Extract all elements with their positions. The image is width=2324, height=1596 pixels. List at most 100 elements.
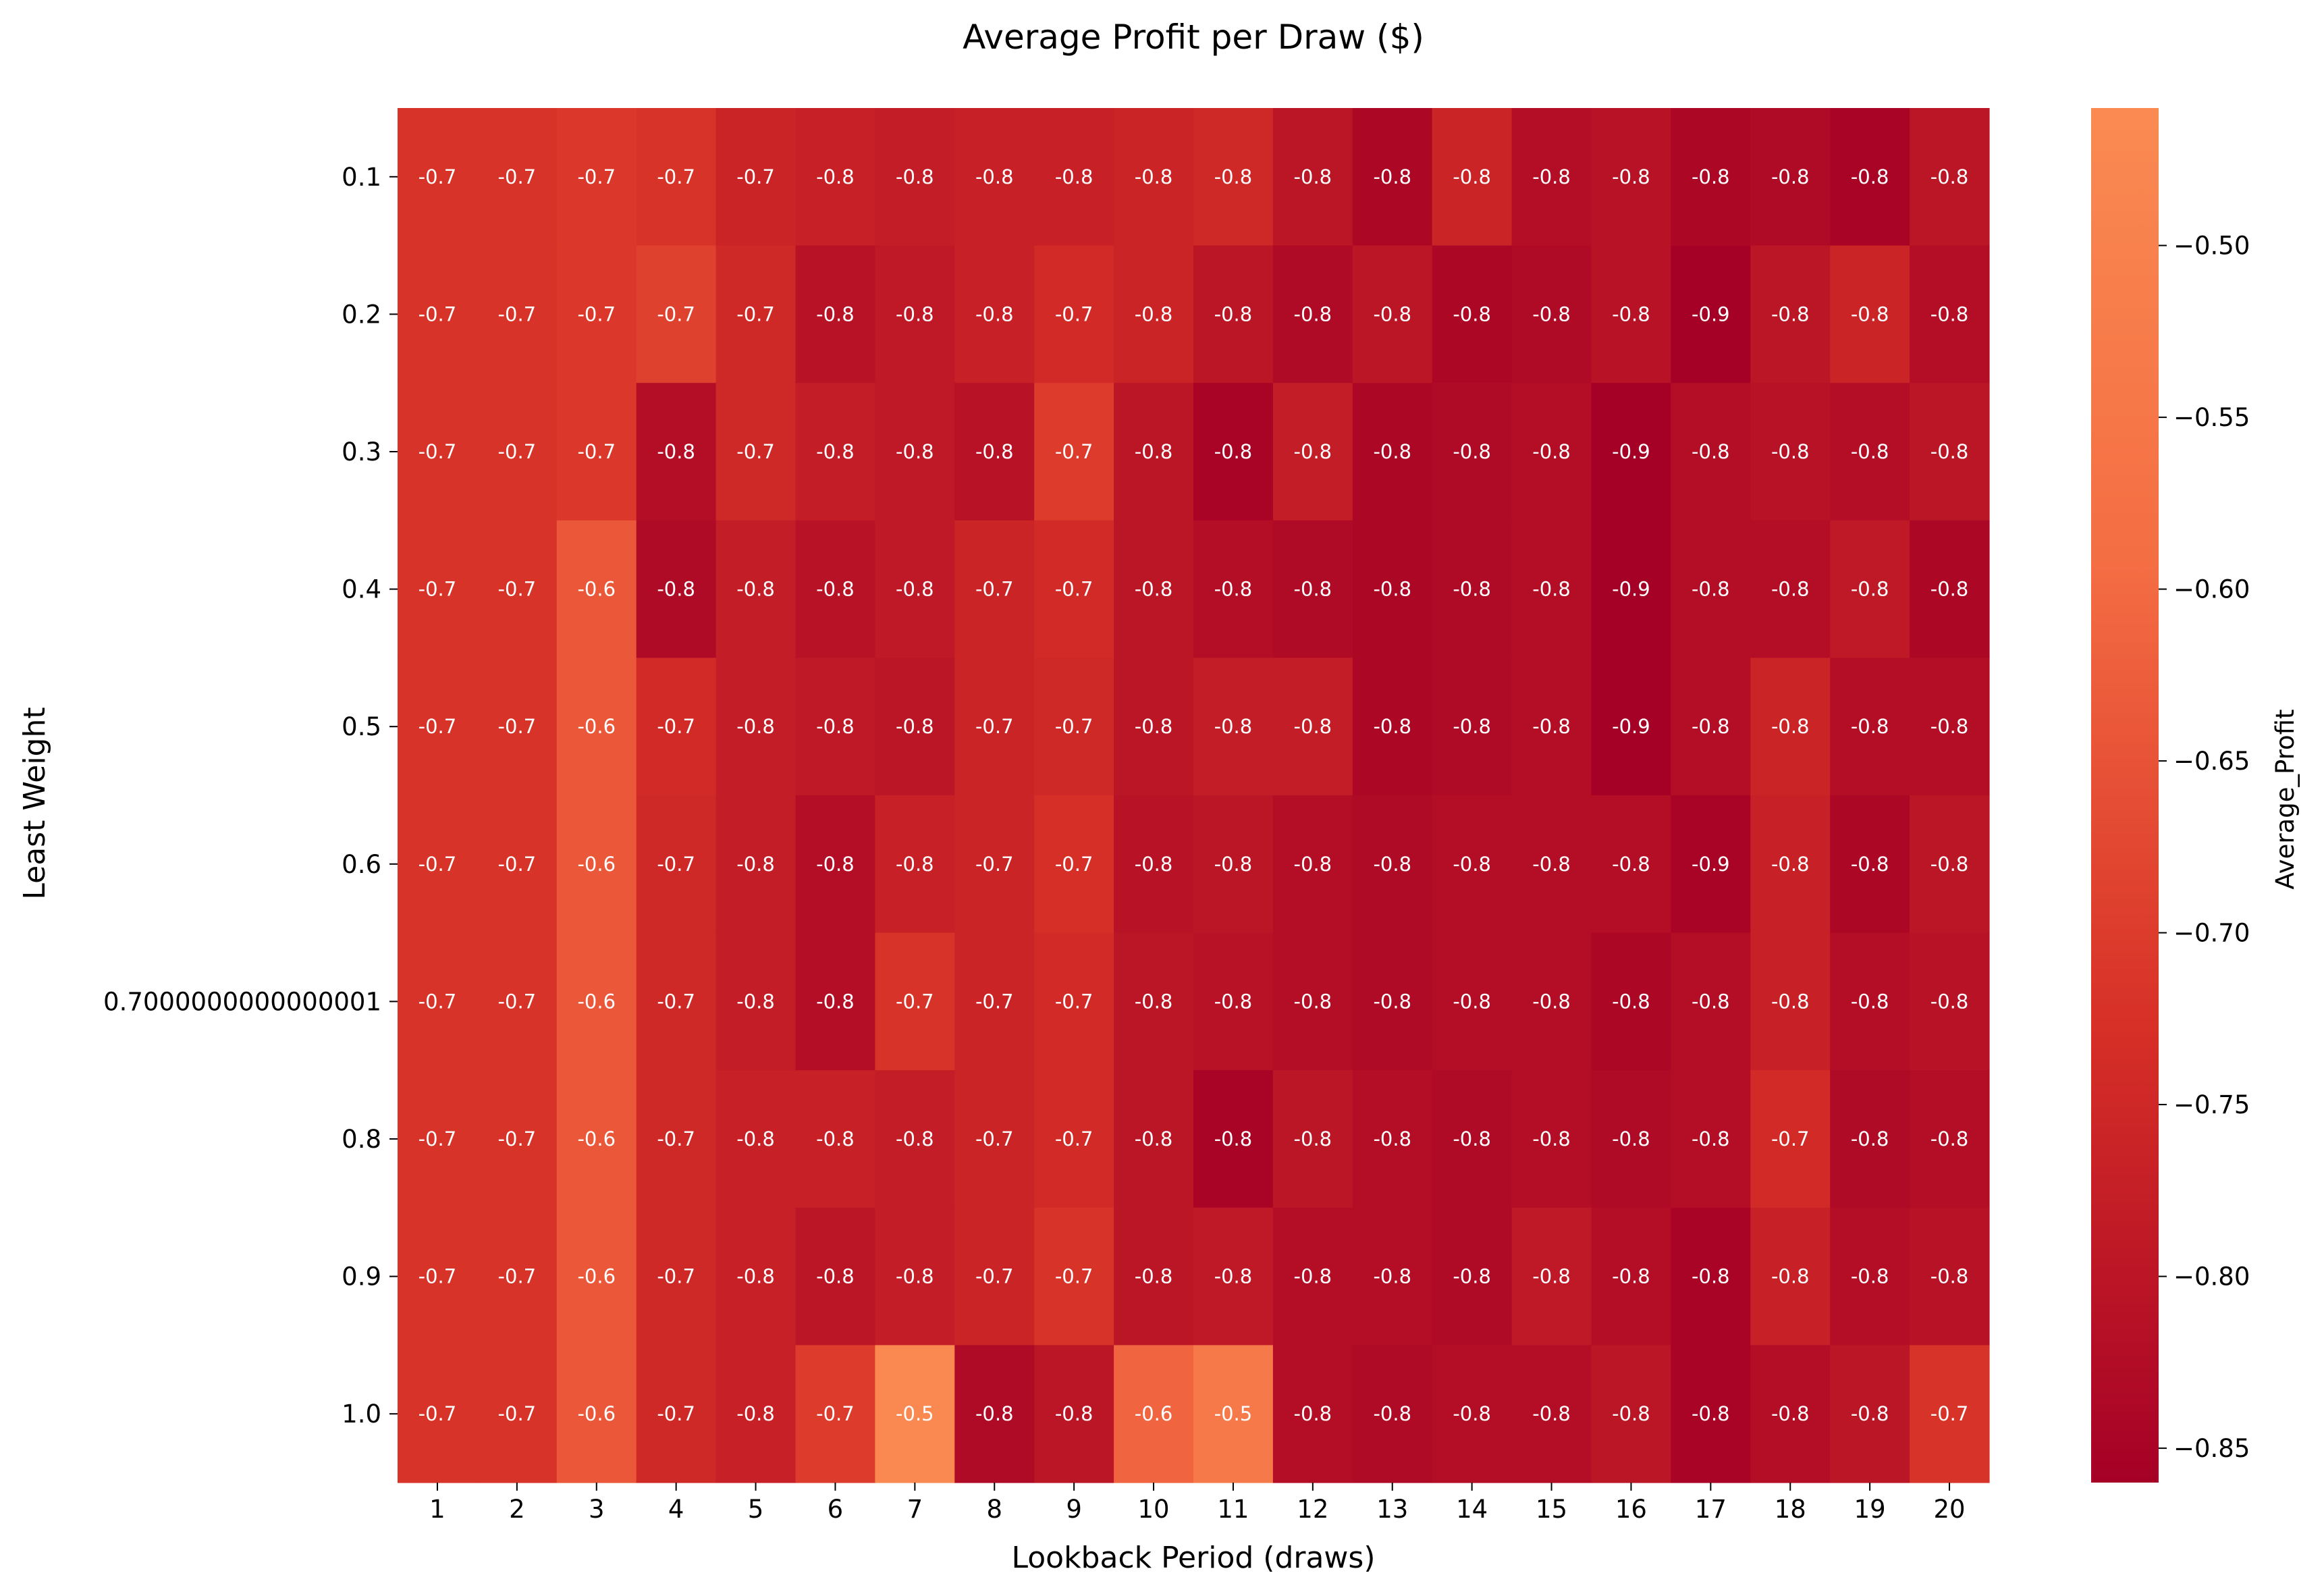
heatmap-cell xyxy=(715,658,796,796)
heatmap-cell xyxy=(1511,245,1592,383)
heatmap-cell xyxy=(1193,1345,1274,1483)
x-tick-label: 13 xyxy=(1376,1495,1408,1524)
heatmap-cell xyxy=(1034,1207,1114,1346)
cell-value-label: -0.8 xyxy=(1532,1402,1571,1425)
heatmap-cell xyxy=(1910,932,1990,1071)
heatmap-cell xyxy=(1591,1070,1671,1208)
cell-value-label: -0.6 xyxy=(577,1402,616,1425)
heatmap-cell xyxy=(1114,245,1194,383)
heatmap-cell xyxy=(1193,108,1274,246)
heatmap-cell xyxy=(1034,245,1114,383)
heatmap-cell xyxy=(1910,658,1990,796)
cell-value-label: -0.8 xyxy=(816,1265,855,1288)
heatmap-cell xyxy=(1671,1207,1751,1346)
colorbar-tick-label: −0.75 xyxy=(2173,1090,2250,1119)
heatmap-cell xyxy=(1511,1345,1592,1483)
cell-value-label: -0.7 xyxy=(577,440,616,463)
heatmap-cell xyxy=(1272,658,1353,796)
heatmap-cell xyxy=(556,108,637,246)
cell-value-label: -0.8 xyxy=(896,440,934,463)
cell-value-label: -0.7 xyxy=(418,990,457,1013)
cell-value-label: -0.9 xyxy=(1612,578,1650,601)
cell-value-label: -0.7 xyxy=(1055,853,1093,876)
cell-value-label: -0.8 xyxy=(816,302,855,325)
cell-value-label: -0.7 xyxy=(498,1265,537,1288)
heatmap-cell xyxy=(1034,658,1114,796)
heatmap-cell xyxy=(1352,1070,1433,1208)
heatmap-cell xyxy=(1671,108,1751,246)
heatmap-cell xyxy=(398,795,478,934)
heatmap-cell xyxy=(1750,108,1831,246)
cell-value-label: -0.7 xyxy=(1055,1265,1093,1288)
x-axis-ticks: 1 2 3 4 5 6 7 8 9 10 11 12 13 14 15 16 17 18 19 20 xyxy=(429,1483,1966,1524)
cell-value-label: -0.8 xyxy=(1532,440,1571,463)
heatmap-cell xyxy=(556,795,637,934)
x-tick-label: 5 xyxy=(748,1495,764,1524)
cell-value-label: -0.8 xyxy=(896,1127,934,1150)
heatmap-cell xyxy=(1830,932,1910,1071)
heatmap-cell xyxy=(875,383,955,521)
heatmap-cell xyxy=(1034,383,1114,521)
cell-value-label: -0.7 xyxy=(418,1265,457,1288)
heatmap-cell xyxy=(1511,932,1592,1071)
heatmap-cell xyxy=(636,795,717,934)
cell-value-label: -0.6 xyxy=(577,715,616,738)
heatmap-cell xyxy=(875,795,955,934)
heatmap-cell xyxy=(1750,520,1831,658)
cell-value-label: -0.6 xyxy=(577,990,616,1013)
cell-value-label: -0.7 xyxy=(498,990,537,1013)
cell-value-label: -0.5 xyxy=(896,1402,934,1425)
cell-value-label: -0.8 xyxy=(816,990,855,1013)
heatmap-cell xyxy=(556,1070,637,1208)
heatmap-cell xyxy=(1272,1345,1353,1483)
x-tick-label: 20 xyxy=(1934,1495,1966,1524)
heatmap-cell xyxy=(954,795,1035,934)
cell-value-label: -0.7 xyxy=(975,990,1014,1013)
cell-value-label: -0.8 xyxy=(896,715,934,738)
x-tick-label: 19 xyxy=(1854,1495,1886,1524)
heatmap-cell xyxy=(1910,108,1990,246)
cell-value-label: -0.8 xyxy=(1214,578,1253,601)
heatmap-cell xyxy=(875,245,955,383)
cell-value-label: -0.8 xyxy=(1373,715,1411,738)
heatmap-cells xyxy=(398,108,1990,1483)
cell-value-label: -0.7 xyxy=(1055,715,1093,738)
cell-value-label: -0.8 xyxy=(1373,440,1411,463)
cell-value-label: -0.7 xyxy=(657,715,695,738)
cell-value-label: -0.8 xyxy=(1453,853,1491,876)
heatmap-cell xyxy=(1591,245,1671,383)
heatmap-cell xyxy=(398,1070,478,1208)
cell-value-label: -0.7 xyxy=(498,578,537,601)
cell-value-label: -0.8 xyxy=(816,440,855,463)
cell-value-label: -0.8 xyxy=(1373,1127,1411,1150)
cell-value-label: -0.8 xyxy=(1851,1402,1889,1425)
heatmap-cell xyxy=(1352,245,1433,383)
heatmap-cell xyxy=(875,520,955,658)
cell-value-label: -0.8 xyxy=(1771,1265,1810,1288)
cell-value-label: -0.7 xyxy=(577,302,616,325)
cell-value-label: -0.8 xyxy=(896,578,934,601)
cell-value-label: -0.8 xyxy=(1294,853,1332,876)
heatmap-cell xyxy=(1511,1070,1592,1208)
cell-value-label: -0.7 xyxy=(1930,1402,1969,1425)
cell-value-label: -0.8 xyxy=(1373,302,1411,325)
heatmap-cell xyxy=(795,383,875,521)
cell-value-label: -0.8 xyxy=(1851,165,1889,188)
cell-value-label: -0.8 xyxy=(896,302,934,325)
y-tick-label: 0.3 xyxy=(342,437,381,467)
cell-value-label: -0.7 xyxy=(896,990,934,1013)
cell-value-label: -0.8 xyxy=(1930,1265,1969,1288)
heatmap-cell xyxy=(1910,245,1990,383)
cell-value-label: -0.8 xyxy=(1532,578,1571,601)
heatmap-cell xyxy=(1034,1070,1114,1208)
colorbar-tick-label: −0.50 xyxy=(2173,232,2250,261)
heatmap-cell xyxy=(1750,1345,1831,1483)
heatmap-cell xyxy=(477,108,558,246)
heatmap-cell xyxy=(1432,383,1513,521)
cell-value-label: -0.8 xyxy=(1771,1402,1810,1425)
cell-value-label: -0.8 xyxy=(1532,1127,1571,1150)
heatmap-cell xyxy=(1750,1070,1831,1208)
cell-value-label: -0.8 xyxy=(736,990,775,1013)
heatmap-cell xyxy=(636,245,717,383)
